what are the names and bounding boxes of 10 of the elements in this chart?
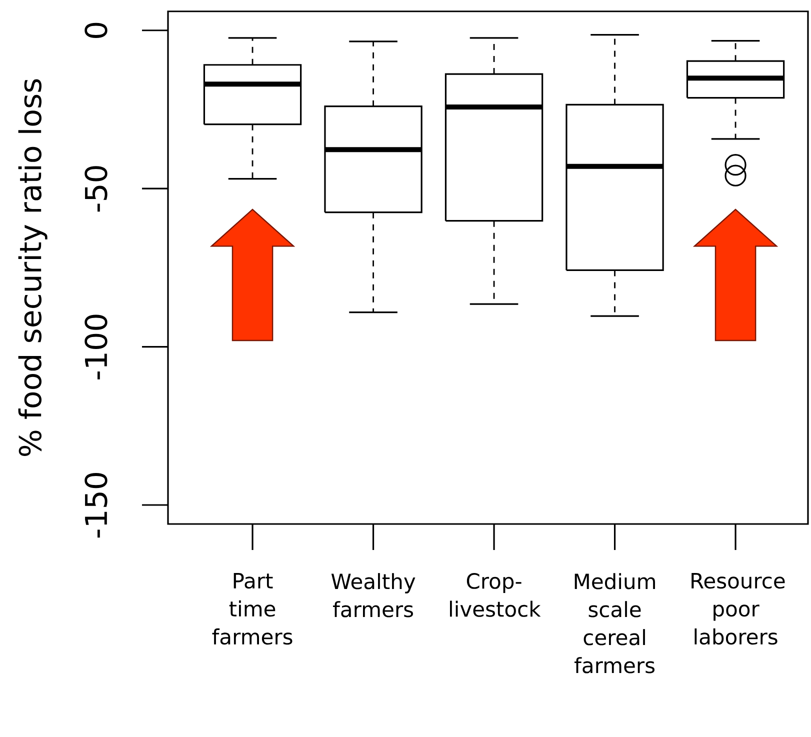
x-tick-label: Resource poor laborers [692, 573, 785, 645]
y-tick-label: -150 [84, 472, 108, 538]
y-tick-label: -100 [84, 314, 108, 380]
y-axis-title: % food security ratio loss [18, 79, 48, 456]
x-tick-label: Wealthy farmers [331, 573, 416, 618]
y-tick-label: -50 [84, 166, 108, 212]
x-tick-label: Medium scale cereal farmers [574, 573, 655, 674]
x-tick-label: Part time farmers [212, 573, 292, 645]
y-tick-label: 0 [84, 22, 108, 38]
x-tick-label: Crop-livestock [450, 573, 541, 617]
